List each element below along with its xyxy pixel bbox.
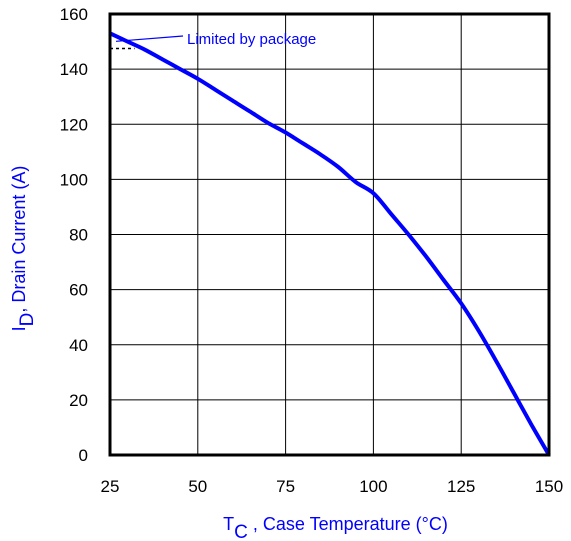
y-tick-label: 120 — [60, 115, 88, 134]
y-tick-label: 20 — [69, 391, 88, 410]
drain-current-curve — [109, 31, 551, 456]
y-axis-label: ID, Drain Current (A) — [9, 166, 38, 332]
plot-frame — [108, 12, 551, 457]
y-tick-label: 160 — [60, 5, 88, 24]
y-tick-label: 40 — [69, 336, 88, 355]
x-tick-label: 125 — [447, 477, 475, 496]
y-tick-label: 80 — [69, 226, 88, 245]
x-axis-label-rest: , Case Temperature (°C) — [248, 514, 448, 534]
x-axis-label-subscript: C — [234, 522, 248, 541]
curve-layer — [109, 31, 551, 456]
annotation: Limited by package — [110, 31, 316, 50]
x-tick-labels: 25 50 75 100 125 150 — [101, 477, 564, 496]
x-tick-label: 25 — [101, 477, 120, 496]
y-axis-label-rest: , Drain Current (A) — [9, 166, 29, 313]
y-tick-label: 100 — [60, 170, 88, 189]
y-axis-label-main: I — [9, 326, 29, 331]
y-tick-label: 140 — [60, 60, 88, 79]
x-tick-label: 100 — [359, 477, 387, 496]
y-tick-label: 0 — [79, 446, 88, 465]
x-tick-label: 75 — [276, 477, 295, 496]
annotation-label: Limited by package — [187, 31, 316, 48]
y-tick-label: 60 — [69, 281, 88, 300]
x-axis-label: TC , Case Temperature (°C) — [223, 514, 448, 541]
annotation-leader-line — [115, 35, 184, 42]
x-tick-label: 50 — [188, 477, 207, 496]
x-tick-label: 150 — [535, 477, 563, 496]
grid-lines — [110, 14, 549, 455]
x-axis-label-main: T — [223, 514, 234, 534]
y-tick-labels: 0 20 40 60 80 100 120 140 160 — [60, 5, 88, 465]
y-axis-label-subscript: D — [17, 313, 38, 327]
